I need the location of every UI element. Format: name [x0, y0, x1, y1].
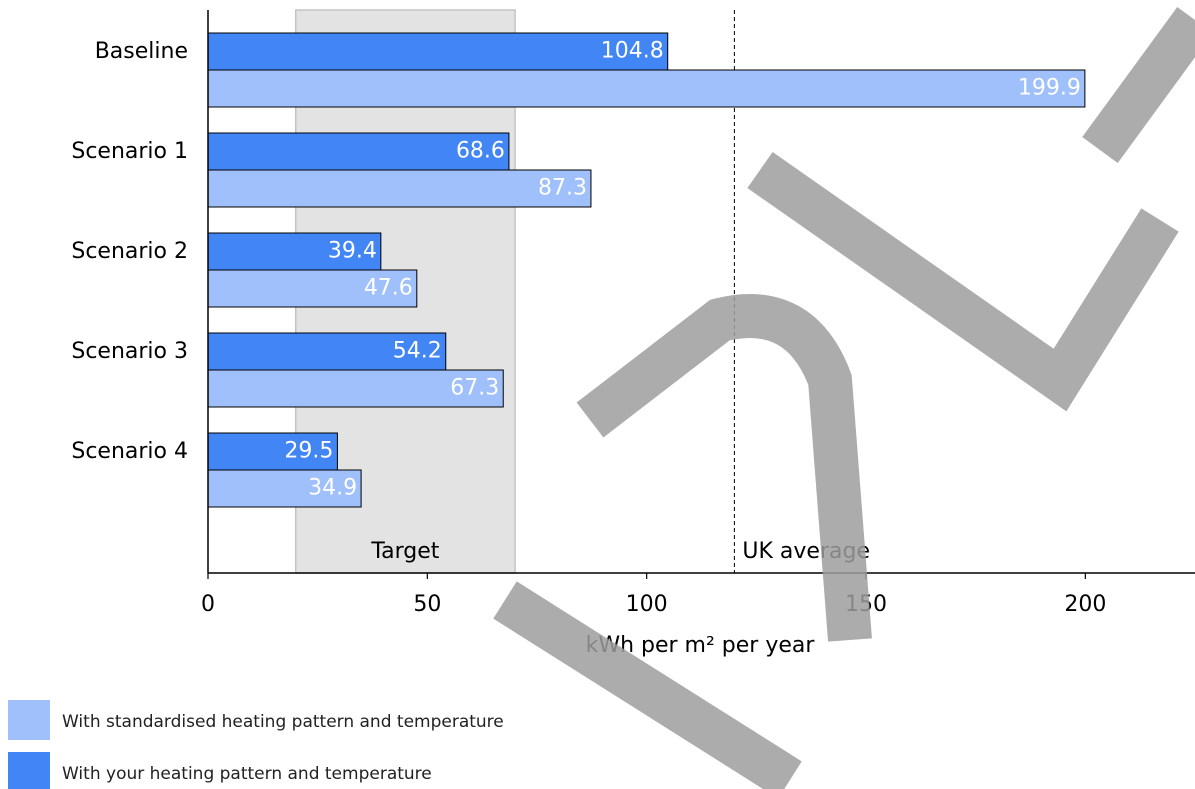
y-tick-label: Scenario 4 — [71, 439, 188, 464]
legend-swatch — [8, 700, 50, 740]
x-tick-label: 100 — [626, 592, 668, 617]
bar — [207, 32, 669, 71]
bar — [207, 232, 382, 271]
data-label: 68.6 — [456, 139, 505, 164]
y-tick-label: Scenario 2 — [71, 239, 188, 264]
target-label: Target — [370, 539, 439, 564]
data-label: 87.3 — [538, 176, 587, 201]
x-tick-label: 0 — [201, 592, 215, 617]
watermark-stroke — [1082, 7, 1195, 163]
y-tick-label: Baseline — [95, 39, 188, 64]
watermark-stroke — [576, 294, 872, 642]
bar — [207, 432, 338, 471]
data-label: 39.4 — [328, 239, 377, 264]
bar — [207, 132, 510, 171]
legend-label: With standardised heating pattern and te… — [62, 712, 504, 732]
data-label: 34.9 — [308, 476, 357, 501]
data-label: 199.9 — [1018, 76, 1081, 101]
x-tick-label: 50 — [413, 592, 441, 617]
legend-swatch — [8, 752, 50, 789]
bar — [207, 369, 504, 408]
bar — [207, 469, 362, 508]
bar — [207, 332, 447, 371]
data-label: 54.2 — [393, 339, 442, 364]
x-tick-label: 200 — [1064, 592, 1106, 617]
bar — [207, 169, 592, 208]
data-label: 67.3 — [450, 376, 499, 401]
watermark-stroke — [493, 581, 802, 789]
bar — [207, 69, 1086, 108]
y-tick-label: Scenario 1 — [71, 139, 188, 164]
watermark — [493, 7, 1195, 789]
legend-label: With your heating pattern and temperatur… — [62, 764, 432, 784]
watermark-stroke — [747, 151, 1179, 412]
data-label: 104.8 — [601, 39, 664, 64]
data-label: 29.5 — [284, 439, 333, 464]
data-label: 47.6 — [364, 276, 413, 301]
y-tick-label: Scenario 3 — [71, 339, 188, 364]
